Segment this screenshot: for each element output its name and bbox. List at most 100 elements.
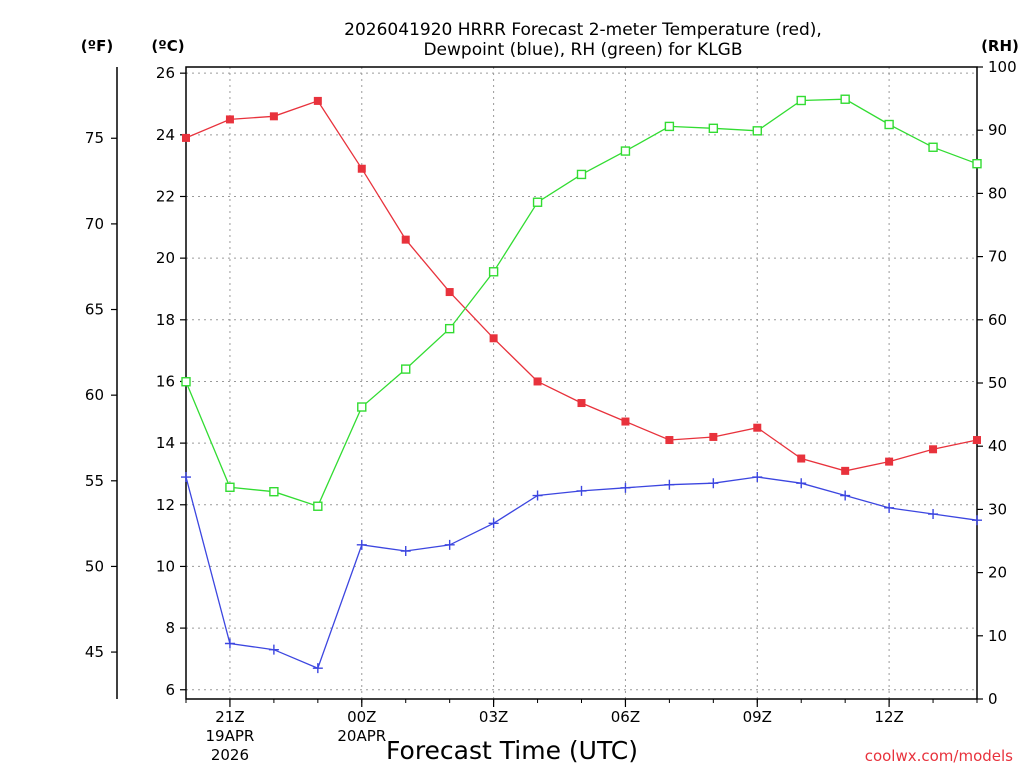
- fahrenheit-tick-label: 75: [85, 129, 104, 147]
- x-tick-label: 06Z: [611, 708, 640, 726]
- rh-point: [840, 94, 850, 104]
- celsius-tick-label: 12: [156, 496, 175, 514]
- dewpoint-point: [312, 663, 323, 674]
- celsius-tick-label: 8: [165, 619, 175, 637]
- rh-tick-label: 0: [988, 690, 998, 708]
- rh-point: [532, 197, 543, 207]
- celsius-tick-label: 22: [156, 187, 175, 205]
- dewpoint-point: [708, 478, 719, 489]
- dewpoint-point: [620, 482, 631, 493]
- fahrenheit-tick-label: 55: [85, 472, 104, 490]
- temperature-point: [533, 377, 542, 386]
- credit-text: coolwx.com/models: [865, 747, 1013, 765]
- dewpoint-line: [185, 476, 978, 670]
- dewpoint-point: [181, 472, 191, 483]
- grid-lines: [186, 67, 977, 699]
- temperature-series: [182, 96, 981, 475]
- dewpoint-point: [532, 490, 543, 501]
- x-tick-label: 00Z: [347, 708, 376, 726]
- temperature-point: [269, 112, 278, 121]
- temperature-point: [973, 436, 981, 445]
- temperature-point: [753, 423, 762, 432]
- rh-point: [708, 123, 719, 134]
- rh-point: [313, 501, 323, 511]
- celsius-tick-label: 10: [156, 557, 175, 575]
- temperature-point: [885, 457, 894, 466]
- dewpoint-point: [356, 539, 367, 550]
- temperature-point: [929, 445, 938, 454]
- rh-point: [884, 119, 894, 130]
- rh-point: [664, 121, 675, 132]
- temperature-point: [665, 436, 674, 445]
- fahrenheit-tick-label: 60: [85, 386, 104, 404]
- dewpoint-point: [928, 509, 939, 520]
- rh-point: [269, 487, 279, 497]
- chart-title-line-1: 2026041920 HRRR Forecast 2-meter Tempera…: [344, 20, 822, 40]
- x-tick-label: 12Z: [874, 708, 903, 726]
- rh-point: [752, 126, 762, 136]
- rh-point: [225, 482, 235, 492]
- dewpoint-point: [268, 644, 279, 655]
- dewpoint-series: [181, 472, 982, 674]
- x-tick-label: 21Z: [215, 708, 244, 726]
- celsius-unit-label: (ºC): [151, 37, 184, 55]
- temperature-point: [182, 133, 190, 142]
- temperature-point: [797, 454, 806, 463]
- celsius-tick-label: 18: [156, 311, 175, 329]
- temperature-point: [225, 115, 234, 124]
- temperature-point: [709, 432, 718, 441]
- rh-point: [972, 158, 982, 169]
- temperature-point: [313, 96, 322, 105]
- celsius-tick-label: 24: [156, 126, 175, 144]
- fahrenheit-unit-label: (ºF): [81, 37, 113, 55]
- rh-point: [357, 402, 367, 412]
- temperature-point: [621, 417, 630, 426]
- rh-point: [401, 364, 411, 374]
- rh-point: [576, 169, 587, 180]
- temperature-point: [401, 235, 410, 244]
- rh-tick-label: 10: [988, 627, 1007, 645]
- dewpoint-point: [444, 539, 455, 550]
- dewpoint-point: [884, 502, 895, 513]
- temperature-point: [489, 334, 498, 343]
- dewpoint-point: [488, 518, 499, 529]
- dewpoint-point: [796, 478, 807, 489]
- rh-point: [620, 146, 631, 156]
- rh-unit-label: (RH): [981, 37, 1019, 55]
- chart-axes: 6 8 10 12 14 16 18 20 22 24 26 0 10 20 30 40 50 60 70 80 90 1…: [85, 58, 1017, 764]
- rh-tick-label: 100: [988, 58, 1017, 76]
- rh-tick-label: 80: [988, 184, 1007, 202]
- rh-point: [444, 323, 455, 334]
- rh-tick-label: 60: [988, 311, 1007, 329]
- plot-frame: [185, 66, 978, 700]
- dewpoint-point: [224, 638, 235, 649]
- temperature-point: [841, 466, 850, 475]
- temperature-point: [577, 399, 586, 408]
- fahrenheit-tick-label: 45: [85, 643, 104, 661]
- x-tick-sublabel-date: 19APR: [206, 727, 255, 745]
- rh-line: [185, 98, 978, 508]
- x-tick-sublabel-date: 20APR: [337, 727, 386, 745]
- x-tick-label: 09Z: [743, 708, 772, 726]
- celsius-tick-label: 6: [165, 681, 175, 699]
- temperature-line: [185, 100, 978, 472]
- rh-point: [181, 377, 191, 387]
- celsius-tick-label: 14: [156, 434, 175, 452]
- temperature-point: [357, 164, 366, 173]
- rh-point: [488, 267, 499, 277]
- rh-tick-label: 30: [988, 500, 1007, 518]
- x-tick-sublabel-year: 2026: [211, 746, 249, 764]
- rh-point: [928, 142, 938, 152]
- rh-tick-label: 50: [988, 374, 1007, 392]
- celsius-tick-label: 20: [156, 249, 175, 267]
- fahrenheit-tick-label: 50: [85, 557, 104, 575]
- rh-tick-label: 90: [988, 121, 1007, 139]
- dewpoint-point: [576, 485, 587, 496]
- x-axis-label: Forecast Time (UTC): [386, 736, 638, 765]
- dewpoint-point: [840, 490, 851, 501]
- rh-tick-label: 70: [988, 248, 1007, 266]
- rh-series: [181, 94, 982, 511]
- dewpoint-point: [400, 546, 411, 557]
- dewpoint-point: [664, 479, 675, 490]
